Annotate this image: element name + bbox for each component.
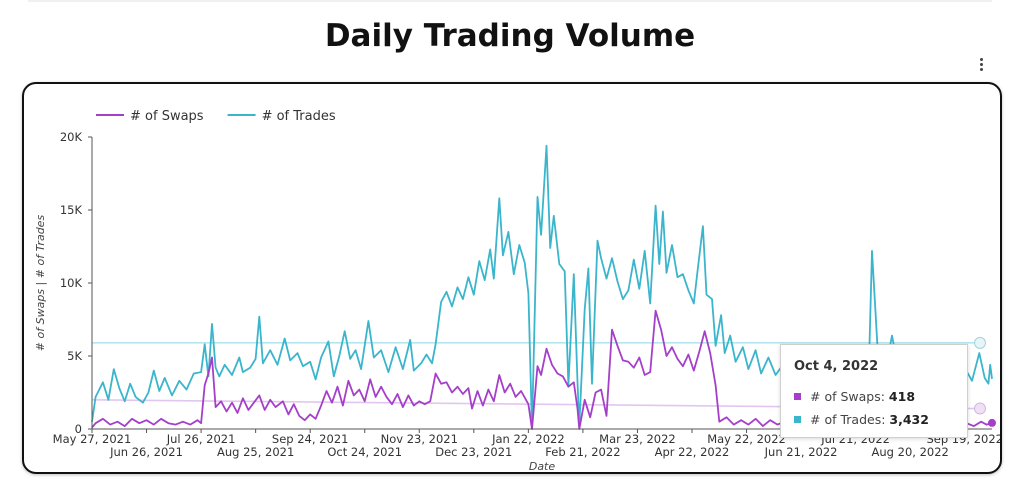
tooltip-swaps-label: # of Swaps [810,389,881,404]
x-tick-label: Aug 20, 2022 [872,445,949,459]
x-tick-label: Aug 25, 2021 [217,445,294,459]
hover-markers [974,336,996,427]
top-divider [28,0,992,2]
x-tick-label: Sep 24, 2021 [272,432,349,446]
tooltip-swaps-value: 418 [888,389,916,404]
tooltip-row-swaps: # of Swaps: 418 [794,389,915,404]
swaps-point-marker [988,418,996,427]
x-axis-title: Date [529,460,556,472]
legend-item-of-trades[interactable]: # of Trades [227,109,336,124]
x-tick-label: Jan 22, 2022 [491,432,565,446]
swaps-trend-marker [974,402,986,415]
tooltip-swaps-swatch [794,393,801,400]
x-tick-label: Nov 23, 2021 [381,432,458,446]
tooltip-date: Oct 4, 2022 [794,359,879,374]
tooltip-trades-value: 3,432 [889,412,929,427]
y-tick-label: 20K [60,130,83,144]
legend-label: # of Swaps [130,109,204,124]
y-axis-title: # of Swaps | # of Trades [34,215,47,352]
chart-card: 0 5K 10K 15K 20K May 27, 2021 Jun 26, 2021 Jul … [22,82,1002,474]
x-tick-label: Dec 23, 2021 [435,445,512,459]
y-tick-label: 15K [60,203,83,217]
x-tick-label: Jun 21, 2022 [764,445,838,459]
x-tick-label: May 27, 2021 [53,432,132,446]
trades-trend-marker [974,336,986,349]
x-tick-label: Mar 23, 2022 [599,432,676,446]
legend-label: # of Trades [262,109,336,124]
x-tick-label: Jul 26, 2021 [166,432,236,446]
tooltip-trades-swatch [794,416,801,423]
y-tick-label: 0 [75,422,82,436]
y-tick-label: 5K [67,349,82,363]
x-tick-label: Apr 22, 2022 [655,445,730,459]
hover-tooltip: Oct 4, 2022 # of Swaps: 418 # of Trades:… [780,344,968,438]
x-tick-label: Jun 26, 2021 [109,445,183,459]
kebab-menu-icon[interactable] [975,58,987,74]
legend[interactable]: # of Swaps # of Trades [96,109,336,124]
x-tick-label: Oct 24, 2021 [327,445,402,459]
x-tick-label: Feb 21, 2022 [545,445,620,459]
y-tick-label: 10K [60,276,83,290]
legend-item-of-swaps[interactable]: # of Swaps [96,109,204,124]
tooltip-row-trades: # of Trades: 3,432 [794,412,929,427]
tooltip-trades-label: # of Trades [810,412,882,427]
x-tick-label: May 22, 2022 [707,432,786,446]
page-title: Daily Trading Volume [324,18,696,54]
